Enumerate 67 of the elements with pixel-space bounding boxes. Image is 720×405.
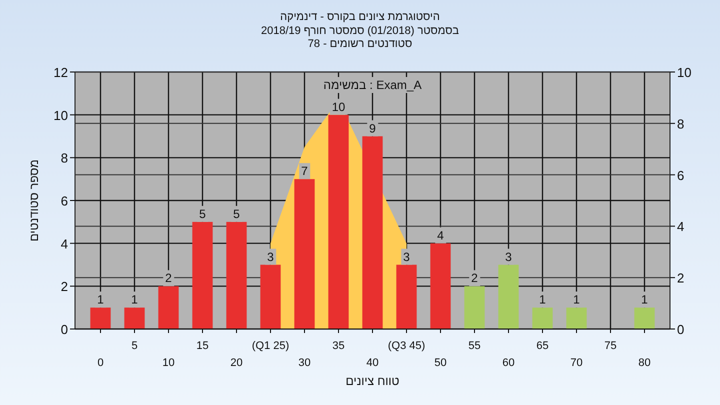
data-label: 1 <box>573 292 580 307</box>
x-tick-label: 50 <box>434 357 447 369</box>
bar <box>464 286 485 329</box>
y-tick-label: 12 <box>54 65 68 80</box>
y-tick-label: 4 <box>60 236 68 252</box>
bar <box>498 264 519 329</box>
y-axis-title: מספר סטודנטים <box>27 159 41 242</box>
x-tick-label: 75 <box>604 340 617 352</box>
x-tick-label: 70 <box>570 357 583 369</box>
data-label: 2 <box>471 271 478 286</box>
y-tick-label: 2 <box>60 279 68 294</box>
bar <box>226 222 247 329</box>
data-label: 3 <box>267 250 274 264</box>
data-label: 2 <box>165 271 172 286</box>
data-label: 10 <box>332 100 346 114</box>
x-tick-label: 80 <box>638 357 651 369</box>
x-tick-label: 0 <box>97 357 104 369</box>
bar <box>260 264 281 329</box>
y2-tick-label: 0 <box>677 322 684 337</box>
data-label: 5 <box>233 206 240 221</box>
y-tick-label: 0 <box>60 322 68 337</box>
x-tick-label: (Q3 45) <box>388 340 426 352</box>
x-tick-label: 35 <box>332 340 345 352</box>
y-tick-label: 10 <box>54 108 68 123</box>
bar <box>294 179 315 329</box>
x-tick-label: (Q1 25) <box>252 340 290 352</box>
bar <box>158 286 179 329</box>
y-tick-label: 6 <box>60 194 68 208</box>
y2-tick-label: 6 <box>677 168 684 183</box>
x-tick-label: 15 <box>196 340 209 352</box>
bar <box>430 243 451 329</box>
x-tick-label: 60 <box>502 357 515 369</box>
x-tick-label: 65 <box>536 340 549 352</box>
y2-tick-label: 4 <box>677 219 684 234</box>
data-label: 3 <box>505 250 512 264</box>
x-tick-label: 30 <box>298 357 311 369</box>
annotation: במשימה : Exam_A <box>323 78 422 92</box>
bar <box>362 136 383 329</box>
bar <box>532 308 553 329</box>
y2-tick-label: 8 <box>677 116 684 132</box>
data-label: 7 <box>301 164 308 178</box>
data-label: 5 <box>199 206 206 221</box>
bar <box>566 308 587 329</box>
data-label: 1 <box>641 292 648 307</box>
y2-tick-label: 10 <box>677 65 692 80</box>
bar <box>328 114 349 329</box>
data-label: 4 <box>437 228 444 242</box>
data-label: 1 <box>97 292 104 307</box>
data-label: 1 <box>539 292 546 307</box>
bar <box>90 308 111 329</box>
x-tick-label: 20 <box>230 357 243 369</box>
x-axis-title: טווח ציונים <box>346 374 400 388</box>
bar <box>634 308 655 329</box>
chart-title: היסטוגרמת ציונים בקורס - דינמיקה <box>280 11 440 23</box>
chart-subtitle: בסמסטר (01/2018) סמסטר חורף 2018/19 סטודנטים רשומים - 78 <box>260 25 460 50</box>
y2-tick-label: 2 <box>677 270 684 286</box>
data-label: 9 <box>369 121 376 136</box>
data-label: 3 <box>403 250 410 264</box>
bar <box>124 308 145 329</box>
x-tick-label: 5 <box>131 340 138 352</box>
x-tick-label: 55 <box>468 340 481 352</box>
x-tick-label: 40 <box>366 357 379 369</box>
bar <box>192 222 213 329</box>
bar <box>396 264 417 329</box>
x-tick-label: 10 <box>162 357 175 369</box>
data-label: 1 <box>131 292 138 307</box>
y-tick-label: 8 <box>60 150 68 166</box>
